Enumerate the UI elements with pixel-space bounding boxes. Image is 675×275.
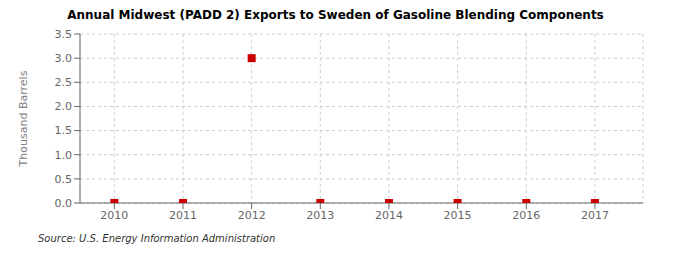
html-text:Source: U.S. Energy Informatio: Source: U.S. Energy Information Administ… [38,233,276,244]
svg-text:2017: 2017 [581,209,609,222]
svg-text:2011: 2011 [169,209,197,222]
svg-text:2015: 2015 [444,209,472,222]
html-text:Annual Midwest (PADD 2) Export: Annual Midwest (PADD 2) Exports to Swede… [67,8,604,22]
svg-text:0.5: 0.5 [55,173,73,186]
svg-text:2.5: 2.5 [55,76,73,89]
svg-text:3.5: 3.5 [55,28,73,41]
svg-text:2014: 2014 [375,209,403,222]
svg-text:3.0: 3.0 [55,52,73,65]
svg-text:1.0: 1.0 [55,149,73,162]
svg-text:2010: 2010 [100,209,128,222]
svg-text:1.5: 1.5 [55,124,73,137]
svg-text:2.0: 2.0 [55,100,73,113]
svg-text:0.0: 0.0 [55,197,73,210]
svg-text:Thousand Barrels: Thousand Barrels [17,70,30,167]
svg-text:2013: 2013 [306,209,334,222]
svg-text:2012: 2012 [238,209,266,222]
svg-text:2016: 2016 [512,209,540,222]
